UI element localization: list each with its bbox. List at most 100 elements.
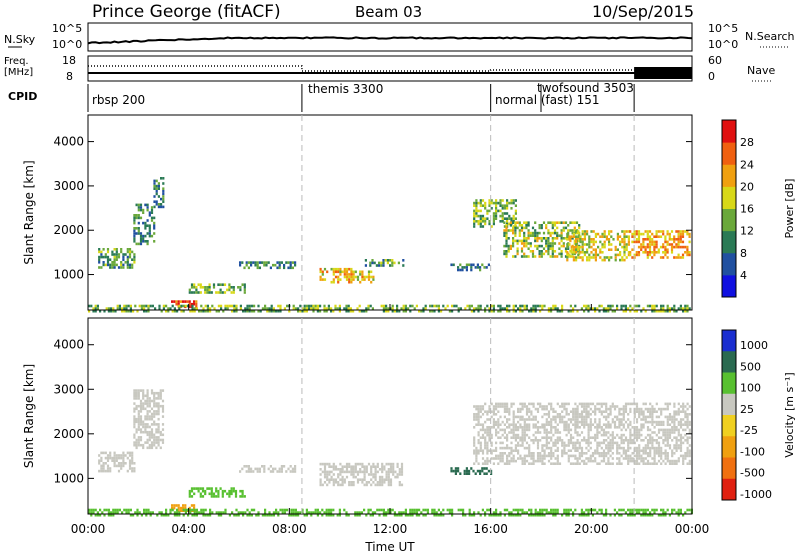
echo-cell [396, 473, 399, 476]
echo-cell [618, 410, 621, 413]
echo-cell [514, 513, 517, 517]
echo-cell [664, 449, 667, 452]
echo-cell [115, 248, 118, 251]
echo-cell [477, 407, 480, 411]
echo-cell [605, 309, 608, 313]
echo-cell [528, 449, 531, 452]
echo-cell [666, 457, 669, 460]
echo-cell [543, 304, 546, 308]
echo-cell [543, 426, 546, 429]
echo-cell [475, 209, 478, 213]
echo-cell [481, 457, 485, 460]
echo-cell [540, 250, 543, 253]
echo-cell [146, 423, 149, 426]
echo-cell [629, 253, 632, 257]
echo-cell [621, 258, 624, 262]
echo-cell [155, 446, 158, 450]
echo-cell [624, 407, 628, 411]
echo-cell [506, 420, 509, 424]
echo-cell [651, 405, 654, 408]
echo-cell [263, 263, 266, 267]
echo-cell [195, 511, 198, 514]
echo-cell [609, 446, 612, 450]
echo-cell [139, 410, 143, 413]
echo-cell [280, 465, 283, 468]
echo-cell [118, 508, 121, 512]
echo-cell [206, 513, 209, 517]
echo-cell [176, 511, 179, 514]
echo-cell [508, 454, 511, 458]
echo-cell [657, 309, 660, 313]
echo-cell [352, 468, 355, 471]
echo-cell [679, 418, 683, 421]
echo-cell [133, 402, 136, 405]
echo-cell [655, 415, 658, 419]
echo-cell [325, 511, 328, 514]
echo-cell [113, 255, 116, 259]
echo-cell [572, 423, 575, 426]
echo-cell [613, 508, 616, 512]
echo-cell [477, 220, 480, 223]
echo-cell [253, 304, 256, 308]
echo-cell [627, 513, 630, 517]
echo-cell [385, 475, 388, 479]
echo-cell [510, 207, 513, 210]
echo-cell [594, 309, 597, 313]
echo-cell [488, 513, 491, 517]
echo-cell [512, 410, 515, 413]
echo-cell [613, 423, 617, 426]
echo-cell [590, 238, 593, 241]
echo-cell [230, 487, 233, 490]
echo-cell [486, 209, 489, 213]
echo-cell [328, 462, 331, 466]
echo-cell [523, 234, 526, 237]
echo-cell [503, 250, 506, 253]
echo-cell [139, 428, 143, 431]
echo-cell [433, 304, 436, 308]
echo-cell [547, 221, 550, 224]
echo-cell [481, 405, 485, 408]
echo-cell [519, 454, 522, 458]
echo-cell [153, 184, 156, 188]
echo-cell [684, 423, 687, 426]
echo-cell [655, 508, 658, 512]
echo-cell [332, 483, 335, 487]
echo-cell [506, 444, 509, 447]
echo-cell [343, 470, 346, 474]
echo-cell [574, 423, 577, 426]
echo-cell [686, 309, 689, 313]
echo-cell [481, 508, 484, 512]
echo-cell [635, 433, 639, 437]
echo-cell [596, 426, 599, 429]
echo-cell [153, 179, 156, 183]
echo-cell [536, 513, 539, 517]
echo-cell [611, 402, 614, 406]
echo-cell [326, 462, 329, 466]
echo-cell [594, 413, 597, 416]
echo-cell [131, 469, 134, 473]
echo-cell [173, 513, 176, 517]
echo-cell [98, 250, 101, 254]
echo-cell [330, 508, 333, 512]
echo-cell [463, 472, 466, 475]
echo-cell [563, 405, 566, 408]
echo-cell [519, 426, 522, 429]
echo-cell [607, 407, 610, 411]
echo-cell [334, 267, 338, 271]
echo-cell [517, 508, 520, 512]
echo-cell [139, 240, 143, 243]
echo-cell [332, 468, 335, 471]
echo-cell [488, 428, 491, 432]
echo-cell [575, 235, 578, 238]
echo-cell [527, 234, 530, 237]
echo-cell [123, 508, 126, 512]
echo-cell [454, 472, 457, 475]
echo-cell [532, 513, 535, 517]
echo-cell [569, 433, 573, 437]
echo-cell [127, 511, 130, 514]
echo-cell [382, 508, 385, 512]
echo-cell [517, 511, 520, 514]
echo-cell [497, 426, 500, 429]
echo-cell [605, 402, 608, 406]
echo-cell [503, 508, 506, 512]
